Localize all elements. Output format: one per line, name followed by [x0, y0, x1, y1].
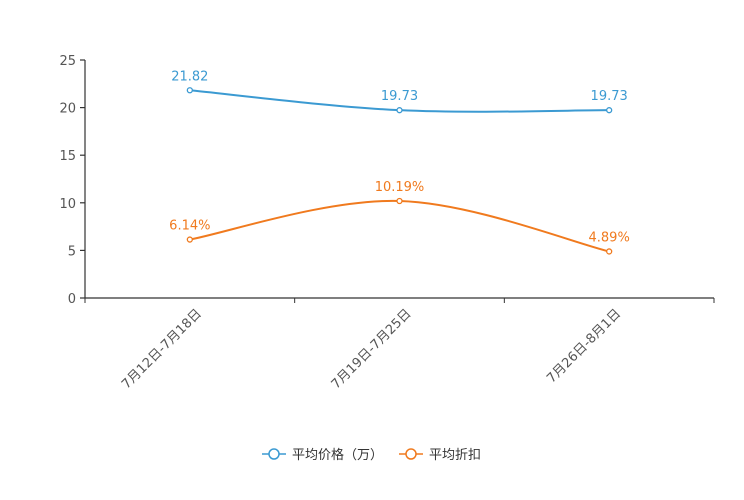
y-tick-label: 15 — [59, 149, 76, 164]
series-line — [189, 199, 610, 253]
legend-marker-icon — [268, 448, 280, 460]
x-tick-label: 7月19日-7月25日 — [329, 306, 415, 392]
x-axis: 7月12日-7月18日 7月19日-7月25日 7月26日-8月1日 — [84, 297, 715, 392]
series-layer: 21.82 19.73 19.73 6.14% 10.19% 4.89% — [169, 69, 630, 255]
data-label: 21.82 — [171, 69, 208, 84]
legend-label: 平均折扣 — [429, 448, 481, 463]
y-tick-label: 25 — [59, 54, 76, 69]
legend-marker-icon — [405, 448, 417, 460]
legend-label: 平均价格（万） — [292, 447, 383, 463]
legend: 平均价格（万） 平均折扣 — [262, 447, 481, 463]
y-tick-label: 10 — [59, 197, 76, 212]
x-tick-label: 7月12日-7月18日 — [119, 306, 205, 392]
y-tick-label: 20 — [59, 102, 76, 117]
data-label: 19.73 — [381, 89, 418, 104]
y-tick-label: 0 — [68, 292, 76, 307]
series-1: 6.14% 10.19% 4.89% — [169, 180, 630, 255]
data-point[interactable] — [606, 248, 613, 255]
data-point[interactable] — [186, 236, 193, 243]
data-label: 10.19% — [375, 180, 425, 195]
data-label: 6.14% — [169, 219, 210, 234]
data-point[interactable] — [396, 107, 403, 114]
data-point[interactable] — [606, 107, 613, 114]
data-point[interactable] — [396, 197, 403, 205]
series-0: 21.82 19.73 19.73 — [171, 69, 628, 114]
y-axis: 0 5 10 15 20 25 — [59, 54, 86, 307]
legend-item[interactable]: 平均价格（万） — [262, 447, 383, 463]
data-point[interactable] — [186, 87, 193, 94]
x-tick-label: 7月26日-8月1日 — [544, 306, 624, 386]
data-label: 4.89% — [589, 230, 630, 245]
y-tick-label: 5 — [68, 244, 76, 259]
data-label: 19.73 — [591, 89, 628, 104]
legend-item[interactable]: 平均折扣 — [399, 448, 481, 463]
